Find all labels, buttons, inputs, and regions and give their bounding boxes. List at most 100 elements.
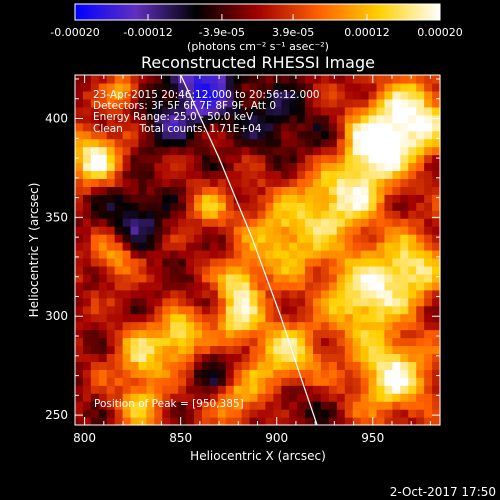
heatmap-cell	[90, 385, 100, 394]
heatmap-cell	[289, 281, 298, 291]
heatmap-cell	[289, 385, 298, 394]
heatmap-cell	[217, 297, 227, 307]
heatmap-cell	[75, 90, 84, 100]
heatmap-cell	[194, 202, 203, 211]
heatmap-cell	[376, 130, 386, 140]
heatmap-cell	[297, 186, 306, 195]
heatmap-cell	[408, 401, 417, 410]
heatmap-cell	[154, 369, 163, 378]
heatmap-cell	[328, 138, 338, 148]
heatmap-cell	[170, 75, 179, 84]
heatmap-cell	[328, 194, 338, 203]
heatmap-cell	[265, 385, 274, 394]
heatmap-cell	[336, 138, 346, 148]
heatmap-cell	[138, 321, 148, 331]
heatmap-cell	[114, 242, 124, 251]
heatmap-cell	[281, 226, 290, 235]
heatmap-cell	[392, 234, 401, 243]
heatmap-cell	[233, 90, 243, 100]
heatmap-cell	[98, 234, 108, 243]
heatmap-cell	[194, 146, 203, 156]
heatmap-cell	[249, 385, 259, 394]
heatmap-cell	[90, 377, 100, 386]
heatmap-cell	[336, 313, 346, 323]
heatmap-cell	[265, 162, 274, 172]
heatmap-cell	[82, 393, 92, 402]
heatmap-cell	[122, 178, 132, 187]
heatmap-cell	[138, 313, 148, 323]
heatmap-cell	[376, 170, 386, 179]
heatmap-cell	[408, 313, 417, 323]
heatmap-cell	[273, 377, 282, 386]
heatmap-cell	[98, 242, 108, 251]
heatmap-cell	[400, 122, 409, 132]
heatmap-cell	[273, 353, 282, 362]
heatmap-cell	[114, 130, 124, 140]
heatmap-cell	[328, 265, 338, 275]
heatmap-cell	[249, 194, 259, 203]
heatmap-cell	[146, 154, 155, 164]
heatmap-cell	[328, 122, 338, 132]
heatmap-cell	[82, 202, 92, 211]
heatmap-cell	[201, 257, 211, 267]
heatmap-cell	[209, 130, 219, 140]
heatmap-cell	[265, 321, 274, 331]
heatmap-cell	[368, 138, 378, 148]
heatmap-cell	[432, 154, 441, 164]
heatmap-cell	[170, 329, 179, 339]
heatmap-cell	[178, 257, 187, 267]
heatmap-cell	[106, 393, 116, 402]
heatmap-cell	[424, 313, 433, 323]
heatmap-cell	[241, 170, 251, 179]
heatmap-cell	[209, 242, 219, 251]
heatmap-cell	[297, 417, 306, 426]
heatmap-cell	[344, 226, 354, 235]
heatmap-cell	[225, 393, 235, 402]
heatmap-cell	[249, 393, 259, 402]
heatmap-cell	[305, 106, 314, 116]
heatmap-cell	[424, 242, 433, 251]
heatmap-cell	[130, 114, 140, 124]
heatmap-cell	[416, 202, 425, 211]
heatmap-cell	[384, 305, 393, 315]
heatmap-cell	[328, 178, 338, 187]
heatmap-cell	[130, 401, 140, 410]
heatmap-cell	[344, 82, 354, 92]
heatmap-cell	[233, 250, 243, 259]
heatmap-cell	[98, 138, 108, 148]
heatmap-cell	[138, 98, 148, 108]
heatmap-cell	[98, 257, 108, 267]
heatmap-cell	[400, 353, 409, 362]
heatmap-cell	[368, 154, 378, 164]
heatmap-cell	[281, 361, 290, 370]
heatmap-cell	[281, 90, 290, 100]
heatmap-cell	[217, 345, 227, 354]
heatmap-cell	[432, 210, 441, 219]
heatmap-cell	[336, 114, 346, 124]
heatmap-cell	[241, 210, 251, 219]
heatmap-cell	[90, 146, 100, 156]
heatmap-cell	[305, 353, 314, 362]
heatmap-cell	[241, 265, 251, 275]
heatmap-cell	[281, 75, 290, 84]
heatmap-cell	[297, 289, 306, 299]
heatmap-cell	[384, 106, 393, 116]
heatmap-cell	[154, 281, 163, 291]
heatmap-cell	[328, 305, 338, 315]
heatmap-cell	[114, 154, 124, 164]
heatmap-cell	[416, 417, 425, 426]
heatmap-cell	[265, 146, 274, 156]
heatmap-cell	[233, 305, 243, 315]
heatmap-cell	[289, 401, 298, 410]
heatmap-cell	[424, 178, 433, 187]
heatmap-cell	[328, 393, 338, 402]
y-tick-label: 400	[45, 112, 68, 126]
heatmap-cell	[75, 281, 84, 291]
heatmap-cell	[281, 210, 290, 219]
heatmap-cell	[416, 345, 425, 354]
heatmap-cell	[122, 75, 132, 84]
heatmap-cell	[241, 234, 251, 243]
heatmap-cell	[384, 194, 393, 203]
heatmap-cell	[106, 377, 116, 386]
heatmap-cell	[416, 234, 425, 243]
